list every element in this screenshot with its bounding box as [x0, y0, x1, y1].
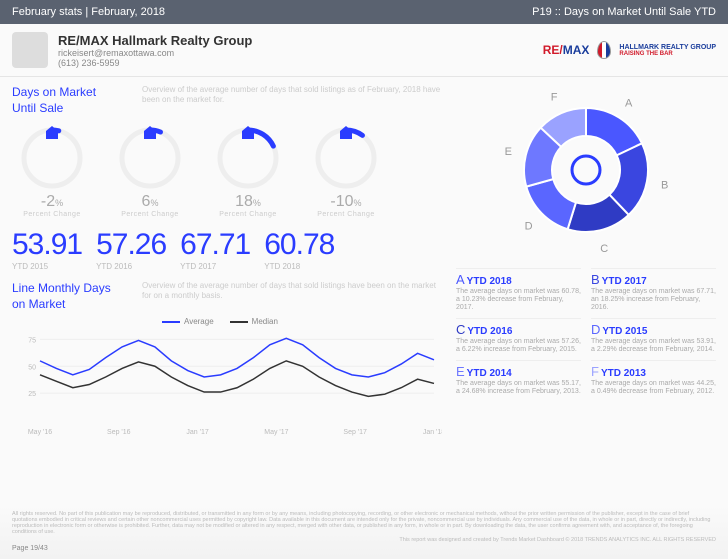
ytd-value: 53.91 [12, 228, 82, 262]
agent-phone: (613) 236-5959 [58, 58, 252, 68]
donut-legend-item: DYTD 2015The average days on market was … [591, 318, 716, 354]
svg-text:25: 25 [28, 391, 36, 398]
line-title-2: on Market [12, 297, 122, 311]
donut-wrap: A B C D E F [456, 85, 716, 258]
legend-med: Median [230, 317, 278, 326]
balloon-icon [597, 41, 611, 59]
ytd-value: 57.26 [96, 228, 166, 262]
gauge: -2%Percent Change [12, 123, 92, 218]
donut-chart: A B C D E F [476, 85, 696, 255]
topbar-right: P19 :: Days on Market Until Sale YTD [532, 6, 716, 18]
legend-desc: The average days on market was 67.71, an… [591, 288, 716, 312]
gauge-value: -10% [306, 193, 386, 211]
ytd-label: YTD 2017 [180, 262, 250, 271]
donut-slice [526, 179, 576, 229]
gauge-row: -2%Percent Change6%Percent Change18%Perc… [12, 123, 444, 218]
ytd-label: YTD 2018 [264, 262, 334, 271]
top-bar: February stats | February, 2018 P19 :: D… [0, 0, 728, 24]
right-column: ABCDEF AYTD 2018The average days on mark… [456, 85, 716, 441]
svg-text:50: 50 [28, 364, 36, 371]
hallmark-line2: RAISING THE BAR [619, 51, 716, 57]
ytd-row: 53.91YTD 201557.26YTD 201667.71YTD 20176… [12, 228, 444, 271]
topbar-left: February stats | February, 2018 [12, 6, 165, 18]
gauge: 18%Percent Change [208, 123, 288, 218]
ytd-item: 57.26YTD 2016 [96, 228, 166, 271]
svg-text:Sep '16: Sep '16 [107, 429, 131, 436]
donut-slice-label: D [525, 221, 533, 233]
svg-text:May '17: May '17 [264, 429, 288, 436]
legend-desc: The average days on market was 57.26, a … [456, 338, 581, 354]
gauge-label: Percent Change [12, 211, 92, 218]
agent-email: rickeisert@remaxottawa.com [58, 48, 252, 58]
ytd-value: 67.71 [180, 228, 250, 262]
agent-block: RE/MAX Hallmark Realty Group rickeisert@… [12, 32, 252, 68]
gauge-label: Percent Change [306, 211, 386, 218]
legend-title: CYTD 2016 [456, 323, 581, 338]
donut-legend-item: CYTD 2016The average days on market was … [456, 318, 581, 354]
donut-legend-item: BYTD 2017The average days on market was … [591, 268, 716, 312]
days-title-2: Until Sale [12, 101, 122, 115]
line-overview: Overview of the average number of days t… [142, 281, 444, 300]
donut-slice-label: E [505, 146, 512, 158]
hallmark-line1: HALLMARK REALTY GROUP [619, 44, 716, 51]
avatar [12, 32, 48, 68]
donut-slice-label: C [600, 243, 608, 255]
ytd-value: 60.78 [264, 228, 334, 262]
gauge-value: 6% [110, 193, 190, 211]
svg-text:Jan '17: Jan '17 [186, 429, 208, 436]
ytd-label: YTD 2015 [12, 262, 82, 271]
chart-legend: Average Median [162, 317, 444, 326]
header: RE/MAX Hallmark Realty Group rickeisert@… [0, 24, 728, 77]
ytd-item: 53.91YTD 2015 [12, 228, 82, 271]
legend-title: BYTD 2017 [591, 273, 716, 288]
hallmark-logo: HALLMARK REALTY GROUP RAISING THE BAR [619, 44, 716, 57]
legend-desc: The average days on market was 60.78, a … [456, 288, 581, 312]
donut-slice-label: A [625, 97, 633, 109]
donut-legend-item: FYTD 2013The average days on market was … [591, 360, 716, 396]
ytd-label: YTD 2016 [96, 262, 166, 271]
gauge-value: 18% [208, 193, 288, 211]
legend-desc: The average days on market was 53.91, a … [591, 338, 716, 354]
agent-name: RE/MAX Hallmark Realty Group [58, 33, 252, 48]
line-title-1: Line Monthly Days [12, 281, 122, 295]
footer: All rights reserved. No part of this pub… [0, 505, 728, 559]
remax-logo: RE/MAX [543, 43, 590, 57]
legend-avg: Average [162, 317, 214, 326]
ytd-item: 67.71YTD 2017 [180, 228, 250, 271]
gauge: -10%Percent Change [306, 123, 386, 218]
ytd-item: 60.78YTD 2018 [264, 228, 334, 271]
donut-slice-label: B [661, 180, 668, 192]
svg-text:75: 75 [28, 337, 36, 344]
donut-legend-item: AYTD 2018The average days on market was … [456, 268, 581, 312]
gauge-label: Percent Change [208, 211, 288, 218]
gauge-value: -2% [12, 193, 92, 211]
days-title-1: Days on Market [12, 85, 122, 99]
brand-block: RE/MAX HALLMARK REALTY GROUP RAISING THE… [543, 41, 716, 59]
legend-title: EYTD 2014 [456, 365, 581, 380]
donut-legend-grid: AYTD 2018The average days on market was … [456, 268, 716, 396]
gauge: 6%Percent Change [110, 123, 190, 218]
legend-title: FYTD 2013 [591, 365, 716, 380]
legend-title: AYTD 2018 [456, 273, 581, 288]
line-chart: 25 50 75 May '16 Sep '16 Jan '17 May '17 Sep '1… [12, 328, 442, 438]
legend-desc: The average days on market was 44.25, a … [591, 380, 716, 396]
left-column: Days on Market Until Sale Overview of th… [12, 85, 444, 441]
legend-title: DYTD 2015 [591, 323, 716, 338]
footer-credit: This report was designed and created by … [12, 537, 716, 543]
footer-disclaimer: All rights reserved. No part of this pub… [12, 511, 716, 535]
donut-slice-label: F [551, 92, 558, 104]
svg-text:May '16: May '16 [28, 429, 52, 436]
gauge-label: Percent Change [110, 211, 190, 218]
days-overview: Overview of the average number of days t… [142, 85, 444, 104]
svg-text:Sep '17: Sep '17 [343, 429, 367, 436]
svg-text:Jan '18: Jan '18 [423, 429, 442, 436]
legend-desc: The average days on market was 55.17, a … [456, 380, 581, 396]
footer-page: Page 19/43 [12, 545, 716, 553]
line-chart-block: Line Monthly Days on Market Overview of … [12, 281, 444, 441]
donut-legend-item: EYTD 2014The average days on market was … [456, 360, 581, 396]
